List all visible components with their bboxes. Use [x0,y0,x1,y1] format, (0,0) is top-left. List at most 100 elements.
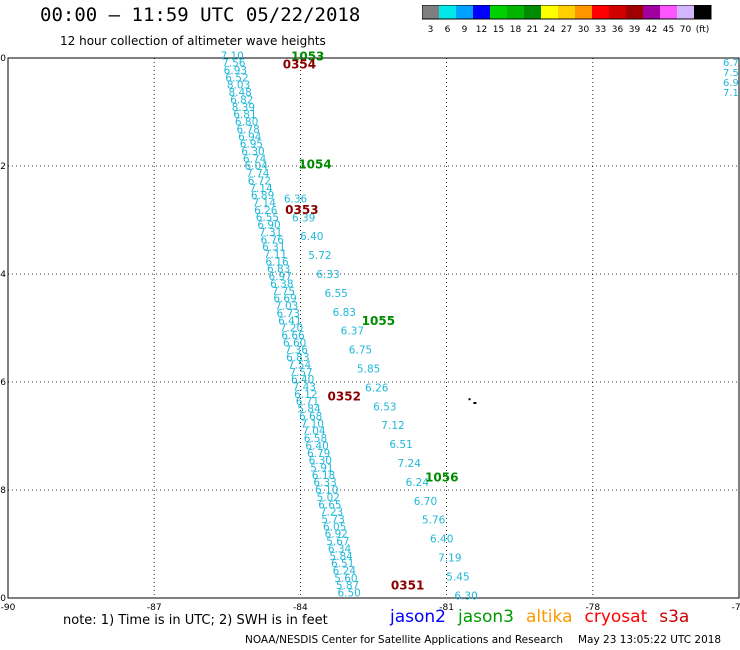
x-tick-label: -75 [732,603,740,613]
legend-swatch [558,5,575,19]
swh-value-label: 7.12 [381,420,404,432]
swh-value-label: 6.70 [414,496,437,508]
legend-swatch [524,5,541,19]
legend-swatch [490,5,507,19]
swh-value-label: 6.50 [337,588,360,600]
swh-value-label: 6.52 [225,72,248,84]
swh-value-label: 6.12 [294,389,317,401]
swh-value-label: 6.71 [296,396,319,408]
swh-value-label: 6.05 [323,521,346,533]
swh-value-label: 6.51 [389,439,412,451]
legend-tick-label: (ft) [696,25,710,35]
swh-value-label: 6.33 [313,477,336,489]
swh-value-label: 6.30 [309,455,332,467]
legend-tick-label: 27 [561,25,572,35]
legend-tick-label: 18 [510,25,522,35]
swh-value-label: 6.40 [300,231,323,243]
y-tick-label: -22 [0,162,6,172]
legend-tick-label: 33 [595,25,606,35]
legend-tick-label: 30 [578,25,590,35]
swh-value-label: 6.10 [315,485,338,497]
legend-swatch [677,5,694,19]
swh-value-label: 7.14 [253,198,277,210]
swh-value-label: 7.5 [723,68,739,79]
swh-value-label: 6.72 [248,175,271,187]
swh-value-label: 6.74 [243,153,267,165]
map-plot: -20-22-24-26-28-30-90-87-84-81-78-757.10… [0,49,740,613]
swh-value-label: 6.58 [304,433,327,445]
swh-value-label: 6.24 [333,566,357,578]
color-scale-legend: 3 6 9 12 15 18 21 24 27 30 33 36 39 42 45 70 (ft) [422,5,712,35]
map-subtitle: 12 hour collection of altimeter wave hei… [60,34,326,48]
footer-credit: NOAA/NESDIS Center for Satellite Applica… [245,634,563,646]
swh-value-label: 6.9 [723,78,739,89]
swh-value-label: 6.79 [307,448,330,460]
swh-value-label: 6.04 [245,161,269,173]
legend-swatch [575,5,592,19]
swh-value-label: 5.91 [310,462,333,474]
swh-value-label: 5.84 [297,404,321,416]
swh-value-label: 6.41 [278,315,301,327]
swh-value-label: 7.31 [259,227,282,239]
track-id-label: 1053 [291,49,324,63]
map-mark [468,398,471,401]
legend-tick-label: 39 [629,25,641,35]
mission-label-s3a: s3a [659,607,690,627]
swh-value-label: 6.26 [254,205,278,217]
swh-value-label: 6.80 [235,117,258,129]
swh-value-label: 6.55 [324,288,347,300]
swh-value-label: 6.81 [233,109,256,121]
mission-label-altika: altika [526,607,573,627]
legend-tick-label: 70 [680,25,692,35]
legend-swatch [626,5,643,19]
swh-value-label: 7.03 [275,301,298,313]
x-tick-label: -90 [1,603,16,613]
swh-value-label: 7.57 [289,367,312,379]
note-text: note: 1) Time is in UTC; 2) SWH is in fe… [63,613,328,628]
map-title: 00:00 – 11:59 UTC 05/22/2018 [40,4,361,26]
swh-value-label: 7.19 [438,553,461,565]
mission-label-jason2: jason2 [390,607,446,627]
legend-swatch [541,5,558,19]
swh-value-label: 7.1 [723,88,739,99]
swh-value-label: 6.30 [241,146,264,158]
swh-value-label: 7.20 [280,323,303,335]
swh-value-label: 6.33 [316,269,339,281]
swh-value-label: 6.7 [723,58,739,69]
swh-value-label: 7.14 [249,183,273,195]
swh-value-label: 5.85 [357,364,380,376]
swh-value-label: 7.24 [398,458,422,470]
swh-value-label: 6.89 [251,190,274,202]
swh-value-label: 6.37 [341,326,364,338]
swh-value-label: 8.39 [232,102,255,114]
swh-value-label: 6.83 [267,264,290,276]
swh-value-label: 6.83 [286,352,309,364]
mission-legend: jason2 jason3 altika cryosat s3a [390,607,701,627]
swh-value-label: 6.31 [262,242,285,254]
track-id-label: 0352 [328,390,361,404]
swh-value-label: 6.60 [283,337,306,349]
legend-tick-label: 24 [544,25,556,35]
footer-timestamp: May 23 13:05:22 UTC 2018 [578,634,722,646]
swh-value-label: 5.67 [326,536,349,548]
swh-value-label: 5.84 [329,551,353,563]
swh-value-label: 6.97 [269,271,292,283]
swh-value-label: 6.40 [291,374,314,386]
y-tick-label: -26 [0,378,6,388]
x-tick-label: -87 [147,603,162,613]
legend-tick-label: 45 [663,25,674,35]
swh-value-label: 6.76 [261,234,285,246]
y-tick-label: -30 [0,594,6,604]
swh-value-label: 6.83 [333,307,356,319]
swh-value-label: 6.18 [312,470,335,482]
y-tick-label: -24 [0,270,6,280]
swh-value-label: 6.26 [365,382,389,394]
track-id-label: 0351 [391,579,424,593]
y-tick-label: -28 [0,486,6,496]
swh-value-label: 7.36 [285,345,309,357]
swh-value-label: 7.11 [264,249,287,261]
swh-value-label: 7.54 [288,359,312,371]
legend-tick-label: 15 [493,25,504,35]
swh-value-label: 7.75 [272,286,295,298]
legend-swatch [694,5,711,19]
